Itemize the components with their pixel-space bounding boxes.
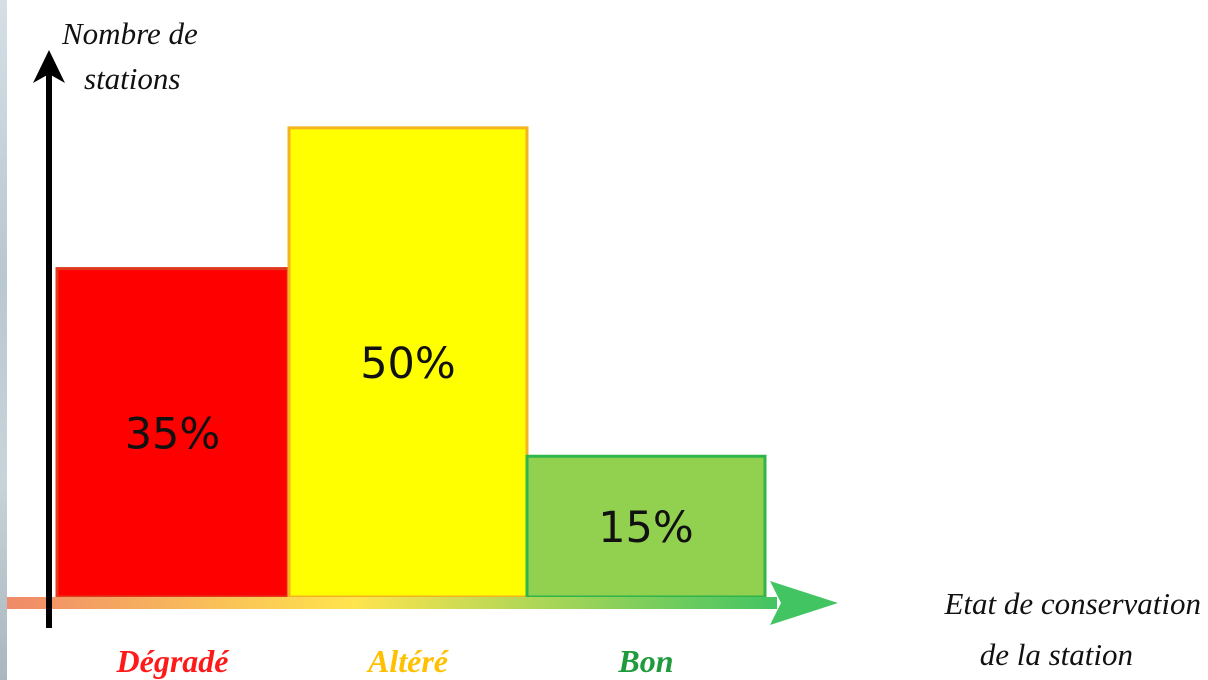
bar-value-label-3: 15% <box>598 503 694 553</box>
category-label-3: Bon <box>617 643 673 679</box>
x-axis-arrowhead <box>770 581 838 625</box>
bar-value-label-1: 35% <box>125 409 221 459</box>
bar-2 <box>287 126 529 599</box>
bar-3 <box>525 454 767 599</box>
left-edge-strip <box>0 0 7 680</box>
x-axis-title-line-2: de la station <box>980 637 1133 672</box>
y-axis-line <box>46 72 52 628</box>
bar-value-label-2: 50% <box>360 339 456 389</box>
x-axis-title-line-1: Etat de conservation <box>943 586 1201 621</box>
category-labels-layer: Dégradé Altéré Bon <box>116 643 674 679</box>
bars-layer <box>55 126 767 599</box>
y-axis-title-line-2: stations <box>84 61 180 96</box>
x-axis-line <box>7 597 777 609</box>
y-axis-arrowhead <box>33 50 65 83</box>
value-labels-layer: 35% 50% 15% <box>125 339 694 553</box>
category-label-1: Dégradé <box>116 643 231 679</box>
y-axis-arrow <box>33 50 65 628</box>
y-axis-title-line-1: Nombre de <box>61 16 198 51</box>
category-label-2: Altéré <box>366 643 450 679</box>
x-axis-arrow <box>7 581 838 625</box>
